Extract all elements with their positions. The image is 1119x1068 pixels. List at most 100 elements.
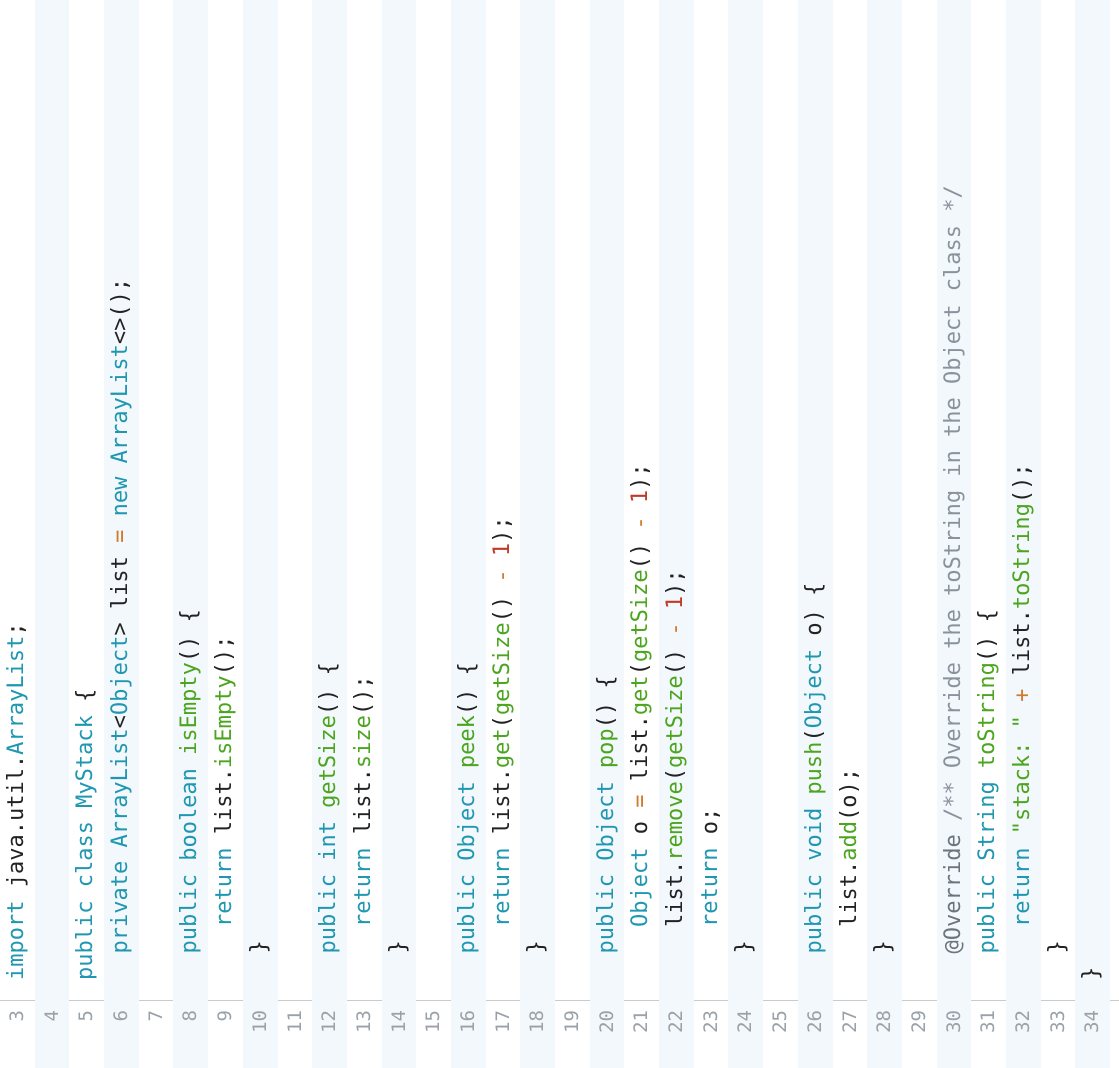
code-text: } (382, 940, 417, 980)
line-number: 20 (595, 1010, 618, 1033)
line-number: 25 (769, 1010, 792, 1033)
code-line[interactable]: 25 (763, 0, 798, 1068)
code-line[interactable]: 26 public void push(Object o) { (797, 0, 833, 1068)
code-line[interactable]: 3 import java.util.ArrayList; (0, 0, 35, 1068)
code-line[interactable]: 22 list.remove(getSize() - 1); (659, 0, 694, 1068)
code-token: } (732, 940, 758, 980)
code-token: - (628, 516, 654, 530)
code-token: public (593, 860, 619, 980)
code-token (663, 609, 688, 622)
code-line[interactable]: 15 (416, 0, 451, 1068)
line-number: 4 (40, 1010, 63, 1022)
code-line[interactable]: 33 } (1041, 0, 1076, 1068)
line-number: 22 (665, 1010, 688, 1033)
code-token: o; (697, 807, 723, 835)
code-line[interactable]: 20 public Object pop() { (589, 0, 625, 1068)
code-token: } (1044, 940, 1070, 980)
code-text: public int getSize() { (312, 662, 347, 980)
code-text: public class MyStack { (69, 689, 104, 980)
code-token: Object (454, 768, 480, 861)
code-token: Object (108, 635, 134, 716)
code-token: (); (1009, 463, 1035, 504)
code-text: public Object peek() { (451, 662, 486, 980)
code-line[interactable]: 12 public int getSize() { (312, 0, 347, 1068)
code-token: = (628, 794, 654, 808)
code-line[interactable]: 27 list.add(o); (833, 0, 868, 1068)
code-line[interactable]: 16 public Object peek() { (450, 0, 486, 1068)
code-token: return (350, 834, 376, 980)
code-token: ArrayList (108, 728, 134, 848)
code-token: o) { (801, 582, 827, 636)
code-line[interactable]: 6 private ArrayList<Object> list = new A… (104, 0, 139, 1068)
code-token: { (73, 688, 99, 716)
code-text: list.remove(getSize() - 1); (659, 569, 694, 980)
code-token: public (454, 860, 480, 980)
code-text: return "stack: " + list.toString(); (1006, 463, 1041, 980)
code-line[interactable]: 9 return list.isEmpty(); (208, 0, 243, 1068)
code-token: } (871, 940, 897, 980)
code-text: public boolean isEmpty() { (173, 609, 208, 980)
line-number: 21 (630, 1010, 653, 1033)
code-line[interactable]: 10 } (242, 0, 278, 1068)
code-line[interactable]: 21 Object o = list.get(getSize() - 1); (624, 0, 659, 1068)
line-number: 17 (491, 1010, 514, 1033)
code-line[interactable]: 14 } (381, 0, 417, 1068)
code-line[interactable]: 8 public boolean isEmpty() { (173, 0, 209, 1068)
code-token: import (4, 900, 29, 980)
code-token: ( (489, 715, 515, 729)
code-token: getSize (489, 622, 515, 716)
code-token: o (628, 807, 654, 835)
line-number: 12 (318, 1010, 341, 1033)
code-line[interactable]: 5 public class MyStack { (69, 0, 104, 1068)
code-line[interactable]: 11 (278, 0, 313, 1068)
code-token (628, 503, 653, 516)
code-token: return (697, 834, 723, 980)
code-line[interactable]: 34} (1075, 0, 1110, 1068)
code-line[interactable]: 19 (555, 0, 590, 1068)
code-line[interactable]: 17 return list.get(getSize() - 1); (486, 0, 521, 1068)
code-text: list.add(o); (833, 768, 868, 980)
code-line[interactable]: 13 return list.size(); (347, 0, 382, 1068)
code-token: } (385, 940, 411, 980)
code-token: pop (593, 728, 619, 769)
code-line[interactable]: 18 } (520, 0, 555, 1068)
line-number: 6 (110, 1010, 133, 1022)
code-text: private ArrayList<Object> list = new Arr… (104, 278, 139, 980)
line-number: 18 (526, 1010, 549, 1033)
code-line[interactable]: 29 (902, 0, 937, 1068)
code-token: return (1009, 834, 1035, 980)
code-token: getSize (316, 715, 342, 808)
code-line[interactable]: 32 return "stack: " + list.toString(); (1005, 0, 1041, 1068)
code-token: public void (801, 794, 827, 980)
code-line[interactable]: 4 (34, 0, 70, 1068)
code-token: ArrayList (108, 344, 134, 464)
line-number: 13 (352, 1010, 375, 1033)
code-token: < (108, 715, 134, 729)
code-line[interactable]: 31 public String toString() { (971, 0, 1006, 1068)
code-token: () (628, 529, 654, 570)
code-line[interactable]: 30 @Override /** Override the toString i… (936, 0, 972, 1068)
code-text: } (728, 940, 763, 980)
code-token: MyStack (73, 715, 99, 808)
code-token: (); (212, 635, 238, 676)
line-number: 10 (248, 1010, 271, 1033)
code-token: (o); (836, 768, 862, 822)
code-token (490, 556, 515, 569)
code-text: } (867, 940, 902, 980)
code-line[interactable]: 24 } (728, 0, 764, 1068)
code-text: Object o = list.get(getSize() - 1); (624, 463, 659, 980)
code-token: ( (663, 768, 689, 782)
code-token: = (108, 529, 134, 543)
code-token: Object (628, 834, 654, 980)
code-token: java.util. (4, 754, 29, 901)
code-line[interactable]: 23 return o; (694, 0, 729, 1068)
code-line[interactable]: 28 } (867, 0, 902, 1068)
code-line[interactable]: 7 (139, 0, 174, 1068)
code-token: - (663, 622, 689, 636)
code-token: () { (316, 662, 342, 716)
code-token: } (246, 940, 272, 980)
code-token: peek (454, 715, 480, 769)
code-token: > list (108, 542, 134, 636)
